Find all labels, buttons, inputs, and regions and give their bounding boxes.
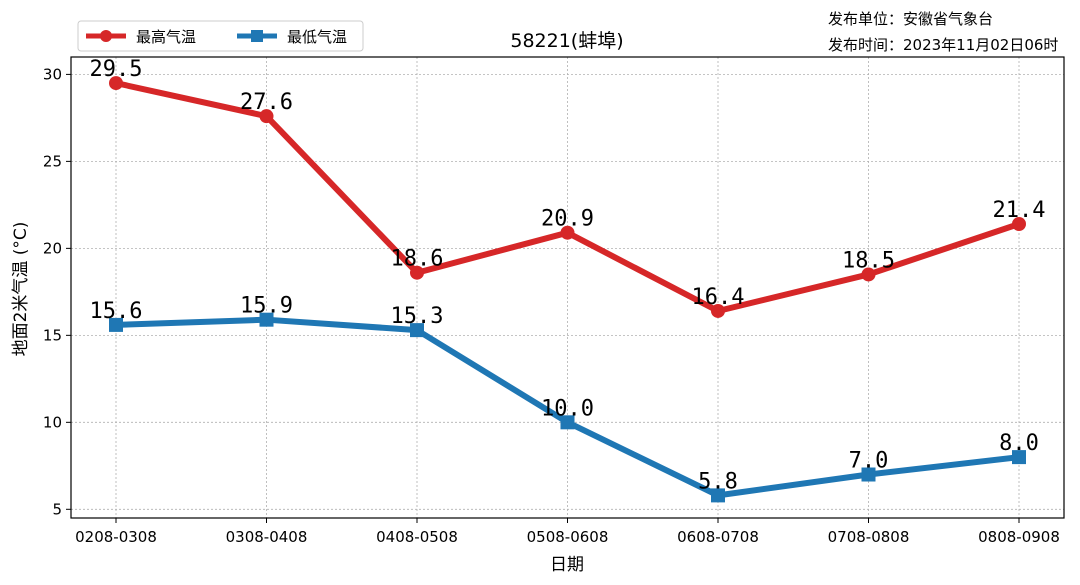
data-label: 20.9 — [541, 207, 594, 232]
legend-min-marker — [251, 30, 263, 42]
x-tick-label: 0808-0908 — [978, 528, 1060, 546]
series-layer — [109, 76, 1026, 503]
data-point-square — [861, 467, 876, 482]
x-tick-label: 0708-0808 — [828, 528, 910, 546]
chart-title: 58221(蚌埠) — [510, 30, 623, 52]
y-axis-ticks: 5 10 15 20 25 30 — [43, 65, 71, 518]
data-label: 18.6 — [391, 247, 444, 272]
y-tick-label: 15 — [43, 326, 62, 344]
data-label: 15.9 — [240, 294, 293, 319]
y-tick-label: 5 — [52, 500, 62, 518]
data-point-circle — [1012, 217, 1026, 232]
publisher-text: 发布单位：安徽省气象台 — [828, 10, 993, 28]
grid-lines — [71, 57, 1064, 518]
y-tick-label: 30 — [43, 65, 62, 83]
data-point-circle — [259, 109, 274, 124]
data-point-circle — [109, 76, 123, 91]
data-labels-layer: 29.5 27.6 18.6 20.9 16.4 18.5 21.4 15.6 15.9 15.3… — [90, 57, 1046, 494]
data-point-square — [109, 317, 123, 332]
x-tick-label: 0508-0608 — [527, 528, 609, 546]
y-tick-label: 25 — [43, 152, 62, 170]
data-point-square — [711, 488, 725, 503]
x-axis-label: 日期 — [550, 555, 584, 575]
data-label: 8.0 — [999, 431, 1039, 456]
data-label: 16.4 — [692, 285, 745, 310]
x-tick-label: 0608-0708 — [677, 528, 759, 546]
x-tick-label: 0308-0408 — [226, 528, 308, 546]
data-label: 21.4 — [993, 198, 1046, 223]
data-point-square — [1012, 450, 1026, 465]
legend-max-marker — [100, 30, 112, 42]
y-tick-label: 20 — [43, 239, 62, 257]
y-axis-label: 地面2米气温 (°C) — [11, 222, 31, 357]
data-label: 15.6 — [90, 299, 143, 324]
data-point-circle — [560, 225, 575, 240]
x-tick-label: 0408-0508 — [376, 528, 458, 546]
data-label: 7.0 — [849, 449, 889, 474]
legend-max-label: 最高气温 — [136, 28, 196, 46]
data-point-circle — [410, 265, 424, 280]
data-label: 15.3 — [391, 304, 444, 329]
data-label: 29.5 — [90, 57, 143, 82]
x-tick-label: 0208-0308 — [75, 528, 157, 546]
data-point-circle — [861, 267, 876, 282]
data-label: 10.0 — [541, 396, 594, 421]
y-tick-label: 10 — [43, 413, 62, 431]
data-point-circle — [711, 303, 725, 318]
data-point-square — [259, 312, 274, 327]
legend: 最高气温 最低气温 — [77, 20, 364, 52]
x-axis-ticks: 0208-0308 0308-0408 0408-0508 0508-0608 0608… — [75, 518, 1060, 546]
data-point-square — [410, 323, 424, 338]
data-label: 27.6 — [240, 90, 293, 115]
data-label: 18.5 — [842, 248, 895, 273]
data-point-square — [560, 415, 575, 430]
data-label: 5.8 — [698, 469, 738, 494]
legend-min-label: 最低气温 — [287, 28, 347, 46]
publish-time-text: 发布时间：2023年11月02日06时 — [828, 36, 1058, 54]
legend-box — [77, 20, 364, 52]
